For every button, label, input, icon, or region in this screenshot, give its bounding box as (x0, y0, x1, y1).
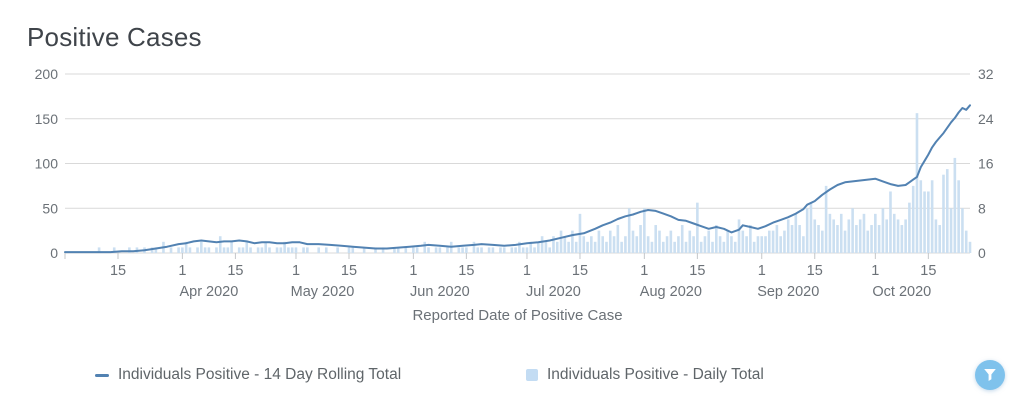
svg-text:15: 15 (341, 263, 357, 279)
svg-text:32: 32 (978, 66, 994, 82)
svg-text:Aug 2020: Aug 2020 (640, 284, 702, 300)
svg-text:150: 150 (35, 111, 59, 127)
svg-text:May 2020: May 2020 (291, 284, 355, 300)
funnel-icon (984, 369, 996, 381)
page-title: Positive Cases (27, 22, 202, 52)
svg-text:200: 200 (35, 66, 59, 82)
x-axis-ticks (64, 253, 929, 259)
svg-text:50: 50 (42, 200, 58, 216)
svg-text:1: 1 (292, 263, 300, 279)
svg-text:Apr 2020: Apr 2020 (179, 284, 238, 300)
x-axis-title: Reported Date of Positive Case (412, 307, 623, 324)
svg-text:15: 15 (572, 263, 588, 279)
right-axis-labels: 0 8 16 24 32 (978, 66, 994, 261)
svg-text:1: 1 (409, 263, 417, 279)
svg-text:15: 15 (227, 263, 243, 279)
legend-item-daily-total[interactable]: Individuals Positive - Daily Total (526, 361, 764, 389)
left-axis-labels: 0 50 100 150 200 (35, 66, 59, 261)
svg-text:Sep 2020: Sep 2020 (757, 284, 819, 300)
legend-label-rolling-total: Individuals Positive - 14 Day Rolling To… (118, 366, 402, 383)
rolling-total-line (64, 104, 971, 254)
svg-text:8: 8 (978, 200, 986, 216)
x-axis-tick-labels: 15 1 15 1 15 1 15 1 15 1 15 1 15 1 15 (110, 263, 936, 279)
svg-text:1: 1 (523, 263, 531, 279)
line-series-marker-icon (95, 373, 109, 377)
svg-text:15: 15 (920, 263, 936, 279)
svg-text:15: 15 (110, 263, 126, 279)
svg-text:0: 0 (50, 245, 58, 261)
svg-text:15: 15 (689, 263, 705, 279)
bar-series-marker-icon (526, 369, 538, 381)
legend-item-rolling-total[interactable]: Individuals Positive - 14 Day Rolling To… (95, 361, 401, 389)
svg-text:1: 1 (871, 263, 879, 279)
svg-text:24: 24 (978, 111, 994, 127)
svg-text:1: 1 (758, 263, 766, 279)
svg-text:100: 100 (35, 156, 59, 172)
svg-text:0: 0 (978, 245, 986, 261)
svg-text:1: 1 (640, 263, 648, 279)
svg-text:1: 1 (178, 263, 186, 279)
svg-text:15: 15 (807, 263, 823, 279)
svg-text:16: 16 (978, 156, 994, 172)
svg-text:Oct 2020: Oct 2020 (872, 284, 931, 300)
legend-label-daily-total: Individuals Positive - Daily Total (547, 366, 764, 383)
svg-text:15: 15 (458, 263, 474, 279)
filter-button[interactable] (975, 360, 1005, 390)
svg-text:Jul 2020: Jul 2020 (526, 284, 581, 300)
svg-text:Jun 2020: Jun 2020 (410, 284, 470, 300)
chart-legend: Individuals Positive - 14 Day Rolling To… (0, 361, 1023, 389)
daily-total-bars (97, 113, 972, 253)
x-axis-month-labels: Apr 2020 May 2020 Jun 2020 Jul 2020 Aug 2020… (179, 284, 931, 300)
